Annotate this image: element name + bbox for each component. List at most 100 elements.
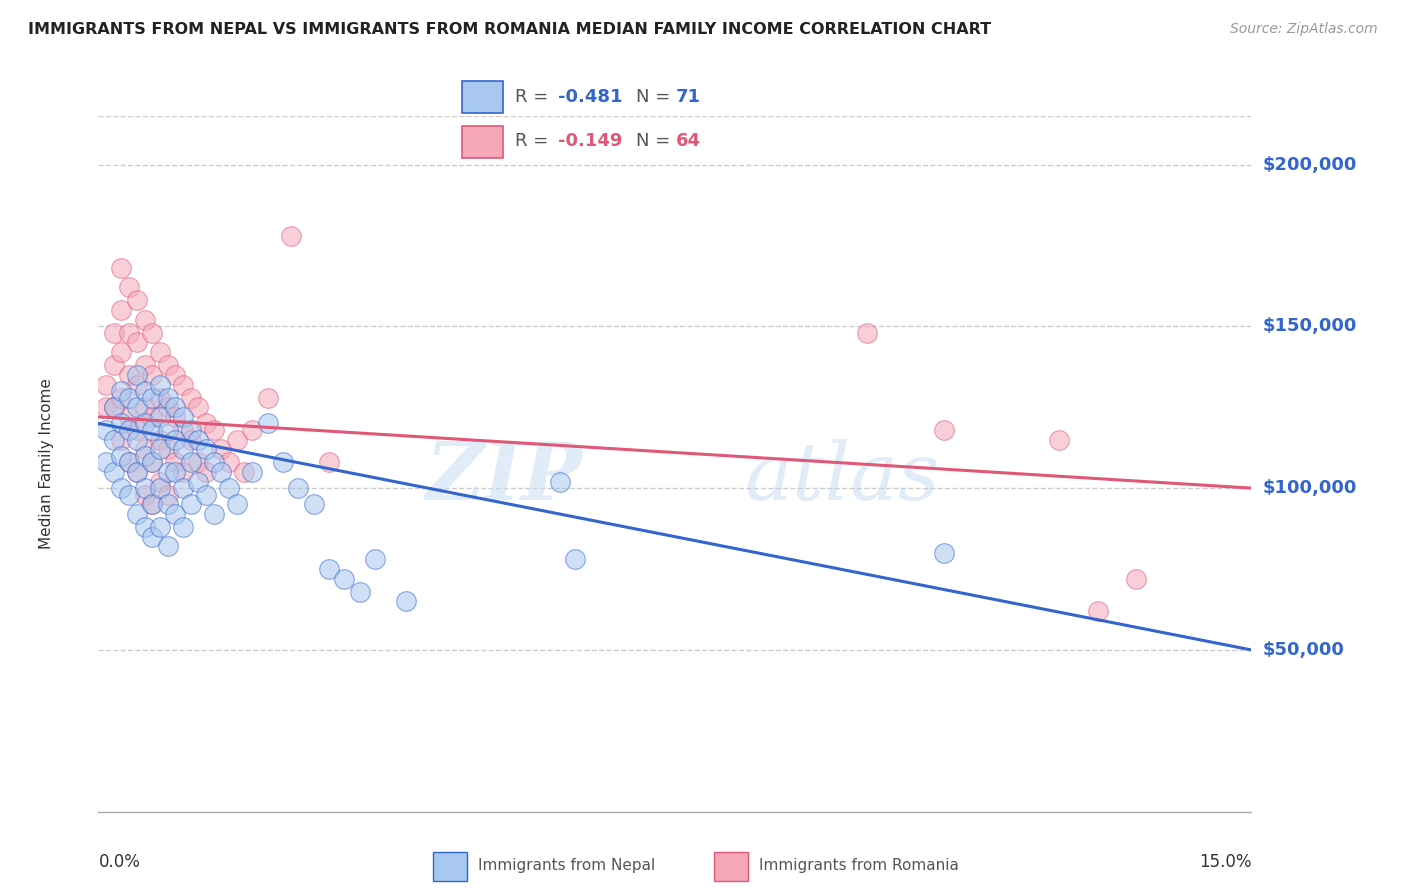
Point [180, 423, 202, 437]
Point [856, 326, 879, 340]
Point [165, 433, 187, 447]
Point [195, 487, 218, 501]
FancyBboxPatch shape [463, 81, 502, 112]
Point [94, 455, 117, 469]
Point [187, 455, 209, 469]
Text: 0.0%: 0.0% [98, 854, 141, 871]
Point [110, 417, 132, 431]
Point [280, 228, 302, 243]
Point [134, 417, 156, 431]
Point [187, 401, 209, 415]
Point [118, 455, 141, 469]
Point [932, 423, 955, 437]
Point [125, 465, 148, 479]
Point [156, 391, 179, 405]
Point [364, 552, 387, 566]
Point [118, 423, 141, 437]
Point [125, 433, 148, 447]
Point [156, 540, 179, 554]
Point [1125, 572, 1147, 586]
Text: N =: N = [636, 132, 669, 150]
Point [240, 423, 263, 437]
Point [218, 481, 240, 495]
Point [187, 475, 209, 489]
Point [156, 465, 179, 479]
Point [165, 401, 187, 415]
Point [103, 401, 125, 415]
Point [156, 497, 179, 511]
Point [156, 401, 179, 415]
FancyBboxPatch shape [433, 852, 467, 881]
Point [134, 449, 156, 463]
Point [172, 465, 194, 479]
Text: R =: R = [515, 132, 548, 150]
Point [125, 423, 148, 437]
Point [172, 377, 194, 392]
Text: $50,000: $50,000 [1263, 641, 1344, 659]
Text: Immigrants from Romania: Immigrants from Romania [759, 858, 959, 872]
Point [302, 497, 325, 511]
FancyBboxPatch shape [463, 126, 502, 158]
Text: $100,000: $100,000 [1263, 479, 1357, 497]
Point [548, 475, 571, 489]
Point [110, 303, 132, 318]
Point [149, 345, 172, 359]
Text: -0.481: -0.481 [558, 87, 623, 105]
FancyBboxPatch shape [714, 852, 748, 881]
Point [134, 358, 156, 372]
Point [271, 455, 294, 469]
Point [141, 391, 163, 405]
Text: 64: 64 [676, 132, 700, 150]
Point [118, 487, 141, 501]
Point [165, 368, 187, 382]
Point [134, 481, 156, 495]
Point [287, 481, 309, 495]
Point [134, 401, 156, 415]
Point [141, 455, 163, 469]
Point [165, 465, 187, 479]
Point [233, 465, 256, 479]
Point [180, 497, 202, 511]
Point [149, 409, 172, 424]
Point [118, 280, 141, 294]
Point [156, 487, 179, 501]
Point [256, 417, 278, 431]
Point [110, 391, 132, 405]
Text: ZIP: ZIP [426, 439, 582, 516]
Point [125, 368, 148, 382]
Text: 15.0%: 15.0% [1199, 854, 1251, 871]
Point [1087, 604, 1109, 618]
Point [125, 335, 148, 350]
Point [180, 433, 202, 447]
Point [564, 552, 586, 566]
Point [225, 497, 247, 511]
Point [103, 401, 125, 415]
Point [318, 455, 340, 469]
Point [395, 594, 418, 608]
Point [209, 465, 232, 479]
Point [110, 345, 132, 359]
Point [172, 442, 194, 457]
Point [110, 433, 132, 447]
Point [225, 433, 247, 447]
Point [932, 546, 955, 560]
Point [141, 530, 163, 544]
Point [195, 417, 218, 431]
Point [118, 326, 141, 340]
Text: atlas: atlas [744, 439, 939, 516]
Point [149, 475, 172, 489]
Point [1047, 433, 1070, 447]
Point [141, 326, 163, 340]
Point [141, 423, 163, 437]
Point [141, 497, 163, 511]
Point [103, 465, 125, 479]
Point [318, 562, 340, 576]
Text: $200,000: $200,000 [1263, 155, 1357, 174]
Point [149, 391, 172, 405]
Point [180, 391, 202, 405]
Point [202, 455, 225, 469]
Point [195, 465, 218, 479]
Point [94, 401, 117, 415]
Point [165, 455, 187, 469]
Point [156, 358, 179, 372]
